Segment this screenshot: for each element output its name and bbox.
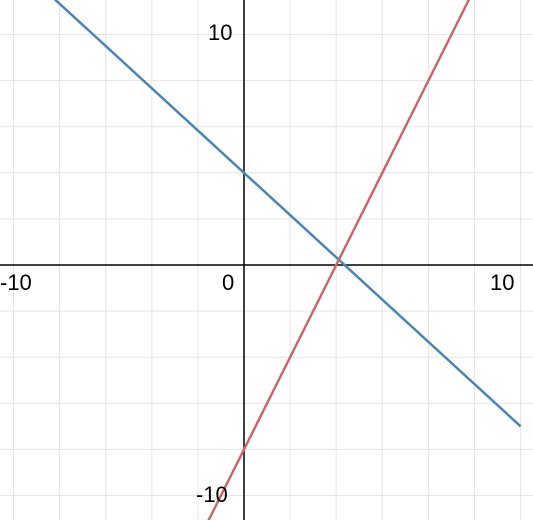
x-tick-label: 10 bbox=[490, 270, 514, 296]
x-tick-label: -10 bbox=[0, 270, 32, 296]
y-tick-label: -10 bbox=[196, 482, 228, 508]
chart-canvas bbox=[0, 0, 533, 520]
x-tick-label: 0 bbox=[222, 270, 234, 296]
line-chart: -10 0 10 10 -10 bbox=[0, 0, 533, 520]
y-tick-label: 10 bbox=[208, 20, 232, 46]
